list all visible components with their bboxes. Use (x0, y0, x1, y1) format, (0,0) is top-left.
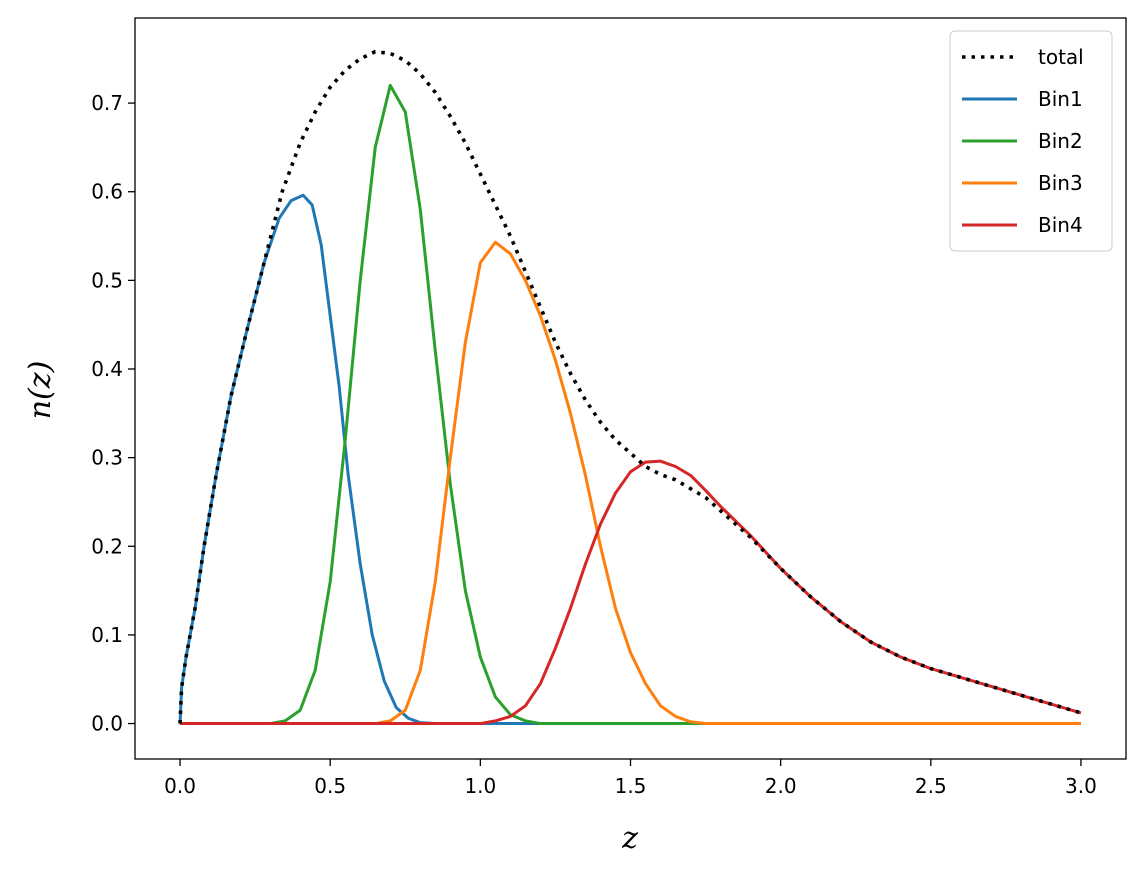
series-line-bin2 (180, 83, 1081, 726)
legend-label-bin4: Bin4 (1038, 213, 1083, 237)
y-tick-label: 0.6 (91, 180, 123, 204)
legend-label-bin2: Bin2 (1038, 129, 1083, 153)
y-tick-label: 0.1 (91, 623, 123, 647)
x-axis-label: z (621, 821, 638, 856)
y-tick-label: 0.7 (91, 91, 123, 115)
legend-label-total: total (1038, 45, 1084, 69)
x-tick-label: 2.5 (915, 774, 947, 798)
y-tick-label: 0.3 (91, 446, 123, 470)
y-tick-label: 0.2 (91, 534, 123, 558)
legend-items: total Bin1 Bin2 Bin3 Bin4 (962, 45, 1084, 237)
ticks-layer: 0.0 0.5 1.0 1.5 2.0 2.5 3.0 0.0 0.1 0.2 0.3 0.4 0.5 0… (91, 91, 1097, 798)
x-tick-label: 2.0 (765, 774, 797, 798)
x-tick-label: 3.0 (1065, 774, 1097, 798)
series-line-bin4 (180, 459, 1082, 726)
y-axis-label: n(z) (23, 361, 58, 420)
series-line-bin3 (180, 240, 1081, 726)
y-tick-label: 0.0 (91, 712, 123, 736)
y-tick-label: 0.5 (91, 268, 123, 292)
x-tick-label: 1.5 (615, 774, 647, 798)
legend-label-bin1: Bin1 (1038, 87, 1083, 111)
legend-box (949, 30, 1113, 252)
series-line-total (178, 49, 1082, 724)
x-tick-label: 1.0 (464, 774, 496, 798)
x-tick-label: 0.5 (314, 774, 346, 798)
x-tick-label: 0.0 (164, 774, 196, 798)
legend-label-bin3: Bin3 (1038, 171, 1083, 195)
y-tick-label: 0.4 (91, 357, 123, 381)
legend: total Bin1 Bin2 Bin3 Bin4 (949, 30, 1113, 252)
series-line-bin1 (178, 193, 1081, 726)
series-layer (178, 49, 1082, 726)
